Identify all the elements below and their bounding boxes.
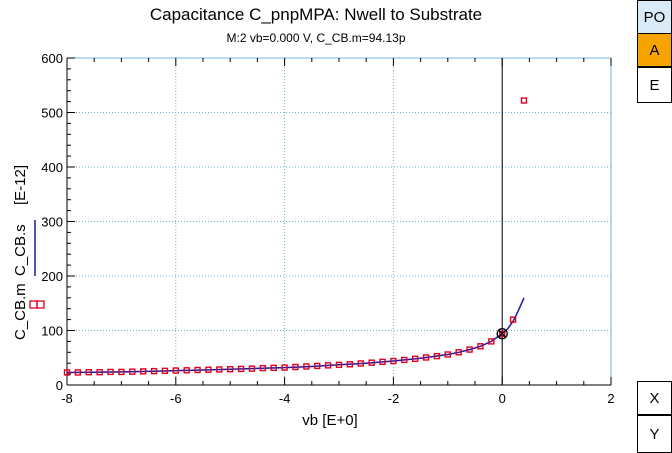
y-label-simulated: C_CB.s (12, 224, 29, 276)
x-tick-label: 0 (499, 391, 506, 406)
grid-lines (67, 58, 611, 385)
data-point-measured (129, 368, 136, 375)
data-point-measured (150, 367, 158, 375)
data-point-measured (455, 349, 462, 356)
y-tick-label: 100 (41, 324, 63, 339)
y-tick-label: 0 (56, 378, 63, 393)
data-point-measured (303, 363, 310, 370)
data-point-measured (411, 355, 419, 363)
data-point-measured (183, 367, 190, 374)
x-tick-label: 2 (607, 391, 614, 406)
y-tick-label: 500 (41, 106, 63, 121)
legend-measured-marker-2 (36, 300, 45, 309)
y-label-measured: C_CB.m (12, 283, 29, 340)
bias-point-circle (496, 328, 508, 340)
x-tick-label: -4 (279, 391, 291, 406)
x-tick-label: -8 (61, 391, 73, 406)
y-label-unit: [E-12] (12, 165, 29, 205)
y-tick-label: 600 (41, 51, 63, 66)
data-point-measured (74, 369, 82, 376)
data-point-measured (433, 352, 441, 360)
data-point-measured (466, 346, 473, 353)
x-axis-label: vb [E+0] (302, 412, 357, 429)
data-point-measured (226, 365, 234, 373)
x-tick-label: -6 (170, 391, 182, 406)
e-button[interactable]: E (637, 67, 672, 103)
data-point-measured (85, 368, 92, 376)
data-point-measured (107, 368, 114, 376)
y-tick-label: 300 (41, 215, 63, 230)
data-point-measured (281, 364, 288, 371)
y-axis-label: C_CB.m C_CB.s [E-12] (12, 165, 45, 340)
tick-labels: -8 -6 -4 -2 0 2 0 100 200 300 400 500 600 (41, 51, 614, 406)
data-point-measured (194, 366, 201, 374)
data-point-measured (444, 351, 451, 358)
data-point-measured (477, 343, 484, 350)
data-point-measured (63, 369, 71, 376)
data-point-measured (390, 357, 397, 365)
data-point-measured (346, 361, 354, 368)
data-point-measured (335, 361, 343, 369)
data-point-measured (172, 367, 180, 374)
data-point-measured (368, 359, 375, 366)
data-point-measured (216, 366, 223, 373)
data-point-measured (161, 367, 169, 375)
data-point-measured (139, 368, 147, 375)
data-point-measured (520, 97, 528, 104)
data-point-measured (270, 364, 277, 372)
data-point-measured (379, 358, 386, 366)
data-point-measured (118, 368, 125, 376)
y-button[interactable]: Y (637, 415, 672, 453)
data-point-measured (96, 368, 103, 376)
x-button[interactable]: X (637, 381, 672, 415)
legend-measured-marker (29, 300, 38, 309)
chart-subtitle: M:2 vb=0.000 V, C_CB.m=94.13p (226, 31, 405, 45)
axes (66, 57, 612, 386)
data-point-measured (422, 354, 430, 361)
data-point-measured (357, 360, 364, 367)
data-point-measured (205, 366, 212, 373)
data-point-measured (259, 364, 267, 372)
y-tick-label: 400 (41, 160, 63, 175)
x-tick-label: -2 (388, 391, 400, 406)
bias-point-cross-b (498, 329, 507, 338)
a-button[interactable]: A (637, 33, 672, 67)
data-point-measured (509, 316, 517, 323)
data-point-measured (324, 362, 332, 369)
y-tick-label: 200 (41, 269, 63, 284)
chart-title: Capacitance C_pnpMPA: Nwell to Substrate (150, 5, 482, 24)
data-point-measured (401, 356, 408, 364)
data-point-measured (314, 362, 321, 370)
po-button[interactable]: PO (637, 0, 672, 34)
plot-series (63, 97, 528, 376)
data-point-measured (292, 363, 299, 371)
data-point-measured (488, 338, 495, 345)
data-point-measured (237, 365, 245, 373)
series-line-simulated (66, 297, 525, 374)
data-point-measured (499, 330, 506, 337)
data-point-measured (248, 365, 256, 372)
